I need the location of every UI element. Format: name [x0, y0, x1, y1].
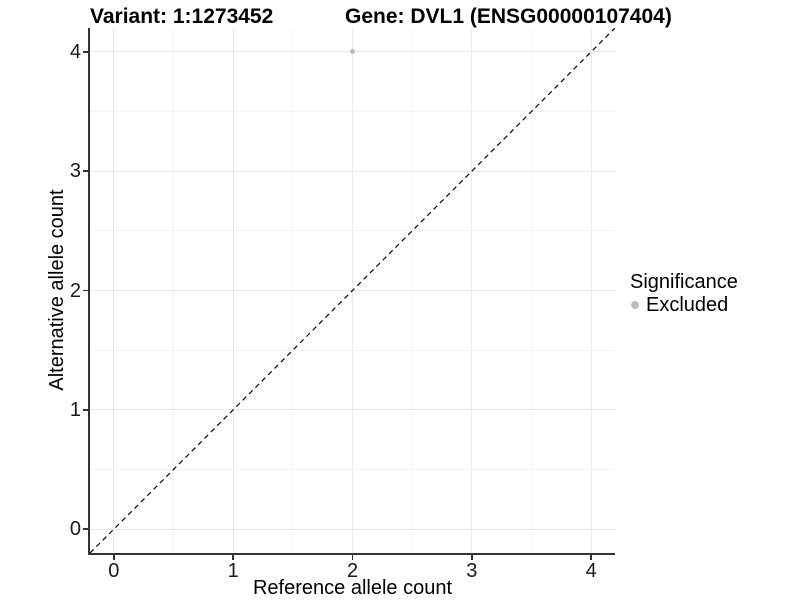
x-tick-mark: [113, 555, 115, 560]
x-tick-label: 0: [108, 560, 120, 582]
data-point: [349, 49, 356, 55]
plot-title-variant: Variant: 1:1273452: [90, 5, 274, 28]
legend-item-label: Excluded: [646, 294, 729, 316]
legend-item-excluded: Excluded: [630, 295, 738, 315]
y-tick-mark: [83, 289, 88, 292]
x-tick-label: 1: [227, 560, 239, 582]
x-tick-label: 2: [346, 560, 359, 582]
y-tick-mark: [83, 170, 88, 172]
legend: Significance Excluded: [630, 271, 738, 315]
legend-key-dot: [631, 301, 639, 309]
plot-panel: [88, 28, 615, 555]
gridline-y-major: [90, 528, 615, 530]
y-tick-label: 1: [69, 398, 81, 421]
legend-title: Significance: [630, 271, 738, 293]
gridline-y-major: [90, 409, 615, 411]
plot-title-gene: Gene: DVL1 (ENSG00000107404): [345, 5, 672, 28]
y-tick-mark: [83, 51, 88, 53]
x-tick-label: 3: [466, 560, 478, 582]
y-axis-title: Alternative allele count: [46, 189, 68, 391]
x-tick-mark: [590, 555, 592, 560]
y-tick-label: 4: [69, 40, 81, 63]
y-tick-label: 2: [69, 279, 81, 302]
x-tick-mark: [232, 555, 234, 560]
x-axis-title: Reference allele count: [252, 577, 452, 599]
y-tick-label: 3: [69, 160, 81, 183]
x-tick-mark: [471, 555, 473, 560]
gridline-y-major: [90, 170, 615, 172]
y-tick-mark: [83, 409, 88, 411]
y-tick-mark: [83, 528, 88, 530]
y-tick-label: 0: [69, 518, 81, 541]
identity-reference-line: [90, 28, 615, 553]
x-tick-mark: [351, 555, 354, 560]
x-tick-label: 4: [585, 560, 597, 582]
